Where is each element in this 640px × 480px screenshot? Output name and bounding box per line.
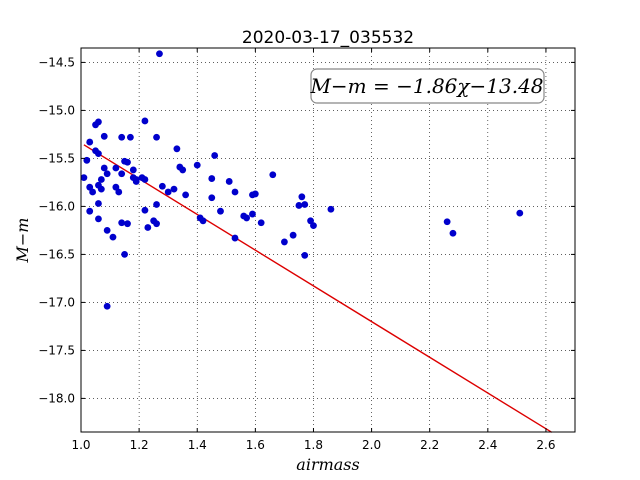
data-point [327,205,335,213]
x-tick-label: 2.6 [536,438,555,452]
data-point [103,227,111,234]
x-tick-label: 1.4 [188,438,207,452]
y-tick-labels: −14.5 −15.0 −15.5 −16.0 −16.5 −17.0 −17.5 −18.0 [38,55,75,405]
x-tick-label: 1.8 [304,438,323,452]
data-point [156,50,163,58]
data-point [95,118,102,126]
data-point [103,170,111,178]
data-point [281,238,288,246]
data-point [121,251,128,258]
data-point [89,188,97,196]
x-tick-label: 1.2 [130,438,149,452]
y-tick-label: −14.5 [38,55,75,69]
data-point [80,174,88,182]
fit-line [83,144,553,433]
data-point [124,220,131,228]
data-point [100,164,108,172]
fit-layer [83,144,553,433]
data-point [289,231,297,239]
x-tick-label: 2.4 [478,438,497,452]
data-point [298,193,306,201]
data-point [118,170,126,178]
data-point [301,251,309,259]
data-point [231,188,239,196]
fit-annotation: M−m = −1.86χ−13.48 [309,68,545,104]
data-point [301,201,309,208]
data-point [132,178,140,185]
plot-frame [80,47,576,433]
data-point [231,234,239,242]
data-point [141,117,149,125]
y-tick-label: −16.5 [38,247,75,261]
data-point [295,202,303,209]
y-tick-label: −17.5 [38,343,75,357]
y-axis-label: M−m [13,218,32,264]
data-point [129,166,137,174]
x-tick-label: 2.2 [420,438,439,452]
y-tick-label: −18.0 [38,391,75,405]
data-point [516,209,524,217]
data-point [208,175,216,182]
data-point [118,219,126,227]
data-point [243,214,251,222]
y-tick-label: −16.0 [38,199,75,213]
data-point [100,132,108,140]
data-point [182,191,190,199]
y-tick-label: −15.0 [38,103,75,117]
fit-annotation-text: M−m = −1.86χ−13.48 [309,74,543,98]
x-tick-label: 2.0 [362,438,381,452]
x-tick-labels: 1.0 1.2 1.4 1.6 1.8 2.0 2.2 2.4 2.6 [71,438,555,452]
data-point [211,152,219,159]
data-point [109,233,117,241]
x-tick-label: 1.6 [246,438,265,452]
data-point [141,176,149,183]
chart-title: 2020-03-17_035532 [242,28,414,48]
data-point [144,224,152,231]
data-point [225,178,233,185]
data-point [95,215,102,223]
data-point [97,185,105,193]
data-point [153,133,160,141]
data-point [141,206,149,214]
data-point [115,188,123,196]
data-point [173,145,181,153]
data-point [118,133,126,141]
data-point [86,207,94,215]
y-tick-label: −15.5 [38,151,75,165]
data-point [170,185,178,193]
x-axis-label: airmass [296,455,359,474]
x-tick-label: 1.0 [71,438,90,452]
y-tick-label: −17.0 [38,295,75,309]
data-point [97,176,105,183]
data-point [86,138,94,146]
data-point [217,207,224,215]
data-point [310,222,317,230]
fit-annotation-box [310,68,545,104]
points-layer [80,50,524,310]
data-point [179,166,187,174]
data-point [103,302,111,310]
data-point [124,158,131,166]
data-point [153,220,160,228]
data-point [249,210,256,218]
data-point [443,218,451,226]
data-point [95,150,102,158]
data-point [112,164,120,172]
data-point [257,219,265,227]
data-point [251,190,259,198]
data-point [83,156,91,164]
data-point [95,200,102,207]
data-point [153,201,160,208]
data-point [164,188,172,196]
data-point [193,161,201,169]
data-point [126,133,134,141]
data-point [269,171,277,179]
data-point [449,229,457,237]
data-point [158,182,166,190]
tick-layer [80,48,575,432]
data-point [208,194,216,202]
data-point [199,217,207,225]
plot-area [81,48,575,432]
